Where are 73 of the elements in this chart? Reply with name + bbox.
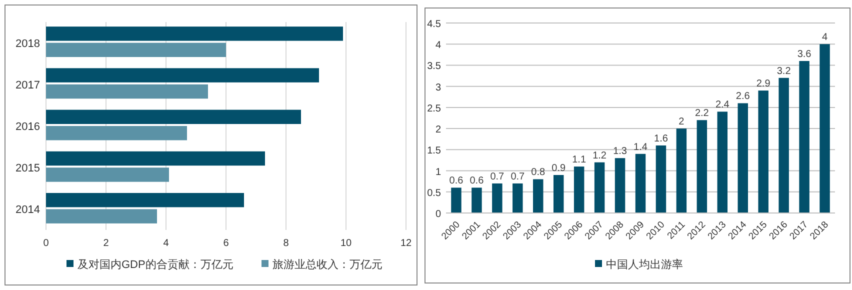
bar — [717, 112, 728, 213]
x-tick-label: 0 — [43, 238, 50, 249]
y-tick-label: 4 — [435, 40, 442, 52]
y-tick-label: 3.5 — [427, 61, 442, 72]
bar — [46, 84, 208, 99]
y-tick-label: 2.5 — [427, 103, 442, 114]
y-tick-label: 3 — [435, 82, 442, 94]
bar — [46, 42, 226, 58]
bar — [676, 128, 687, 213]
x-tick-label: 4 — [163, 238, 170, 249]
bar — [553, 175, 564, 213]
y-tick-label: 0.5 — [427, 188, 442, 199]
x-tick-label: 12 — [400, 238, 412, 249]
y-tick-label: 2015 — [16, 162, 40, 175]
y-tick-label: 1.5 — [427, 146, 442, 157]
bar — [574, 166, 584, 213]
bar — [799, 61, 810, 213]
bar — [46, 151, 265, 166]
y-tick-label: 2016 — [16, 121, 40, 133]
bar — [46, 126, 187, 140]
bar — [512, 183, 523, 213]
y-tick-label: 2017 — [16, 79, 40, 92]
data-label: 0.8 — [531, 167, 546, 178]
legend-label: 中国人均出游率 — [606, 258, 683, 271]
bar — [46, 110, 301, 124]
bar — [46, 192, 244, 208]
data-label: 2 — [678, 116, 685, 128]
bar — [472, 188, 482, 213]
bar — [614, 158, 626, 213]
legend-label: 旅游业总收入：万亿元 — [272, 258, 382, 271]
y-tick-label: 2 — [435, 124, 442, 136]
data-label: 2.4 — [715, 100, 730, 111]
x-tick-label: 6 — [223, 238, 230, 249]
data-label: 0.9 — [552, 163, 566, 174]
data-label: 3.6 — [797, 49, 812, 60]
bar — [594, 162, 605, 213]
bar — [46, 68, 319, 82]
bar — [696, 120, 708, 213]
data-label: 1.2 — [592, 150, 607, 162]
data-label: 4 — [822, 32, 828, 44]
bar — [635, 154, 646, 213]
bar — [533, 179, 544, 213]
bar — [656, 145, 666, 213]
bar — [46, 209, 157, 224]
data-label: 0.7 — [510, 171, 526, 182]
x-tick-label: 2 — [103, 238, 110, 249]
data-label: 0.6 — [449, 176, 464, 187]
data-label: 0.7 — [490, 171, 505, 182]
bar — [492, 183, 502, 213]
x-tick-label: 8 — [283, 238, 290, 249]
y-tick-label: 0 — [435, 209, 442, 220]
bar — [738, 103, 748, 213]
x-tick-label: 10 — [340, 238, 352, 249]
data-label: 0.6 — [470, 176, 484, 187]
data-label: 1.6 — [654, 133, 668, 144]
data-label: 1.3 — [613, 146, 628, 158]
bar — [46, 168, 169, 182]
data-label: 2.6 — [736, 91, 750, 102]
bar — [820, 44, 830, 213]
bar — [778, 78, 789, 213]
data-label: 2.9 — [756, 78, 771, 90]
y-tick-label: 2014 — [16, 204, 40, 216]
y-tick-label: 4.5 — [427, 19, 442, 30]
data-label: 2.2 — [694, 108, 710, 120]
bar — [46, 26, 343, 41]
data-label: 3.2 — [776, 66, 792, 77]
bar — [451, 188, 462, 213]
y-tick-label: 1 — [435, 166, 442, 178]
data-label: 1.4 — [634, 142, 648, 153]
legend-label: 及对国内GDP的合贡献：万亿元 — [78, 258, 234, 271]
y-tick-label: 2018 — [16, 38, 40, 50]
bar — [758, 90, 768, 213]
data-label: 1.1 — [572, 154, 586, 166]
